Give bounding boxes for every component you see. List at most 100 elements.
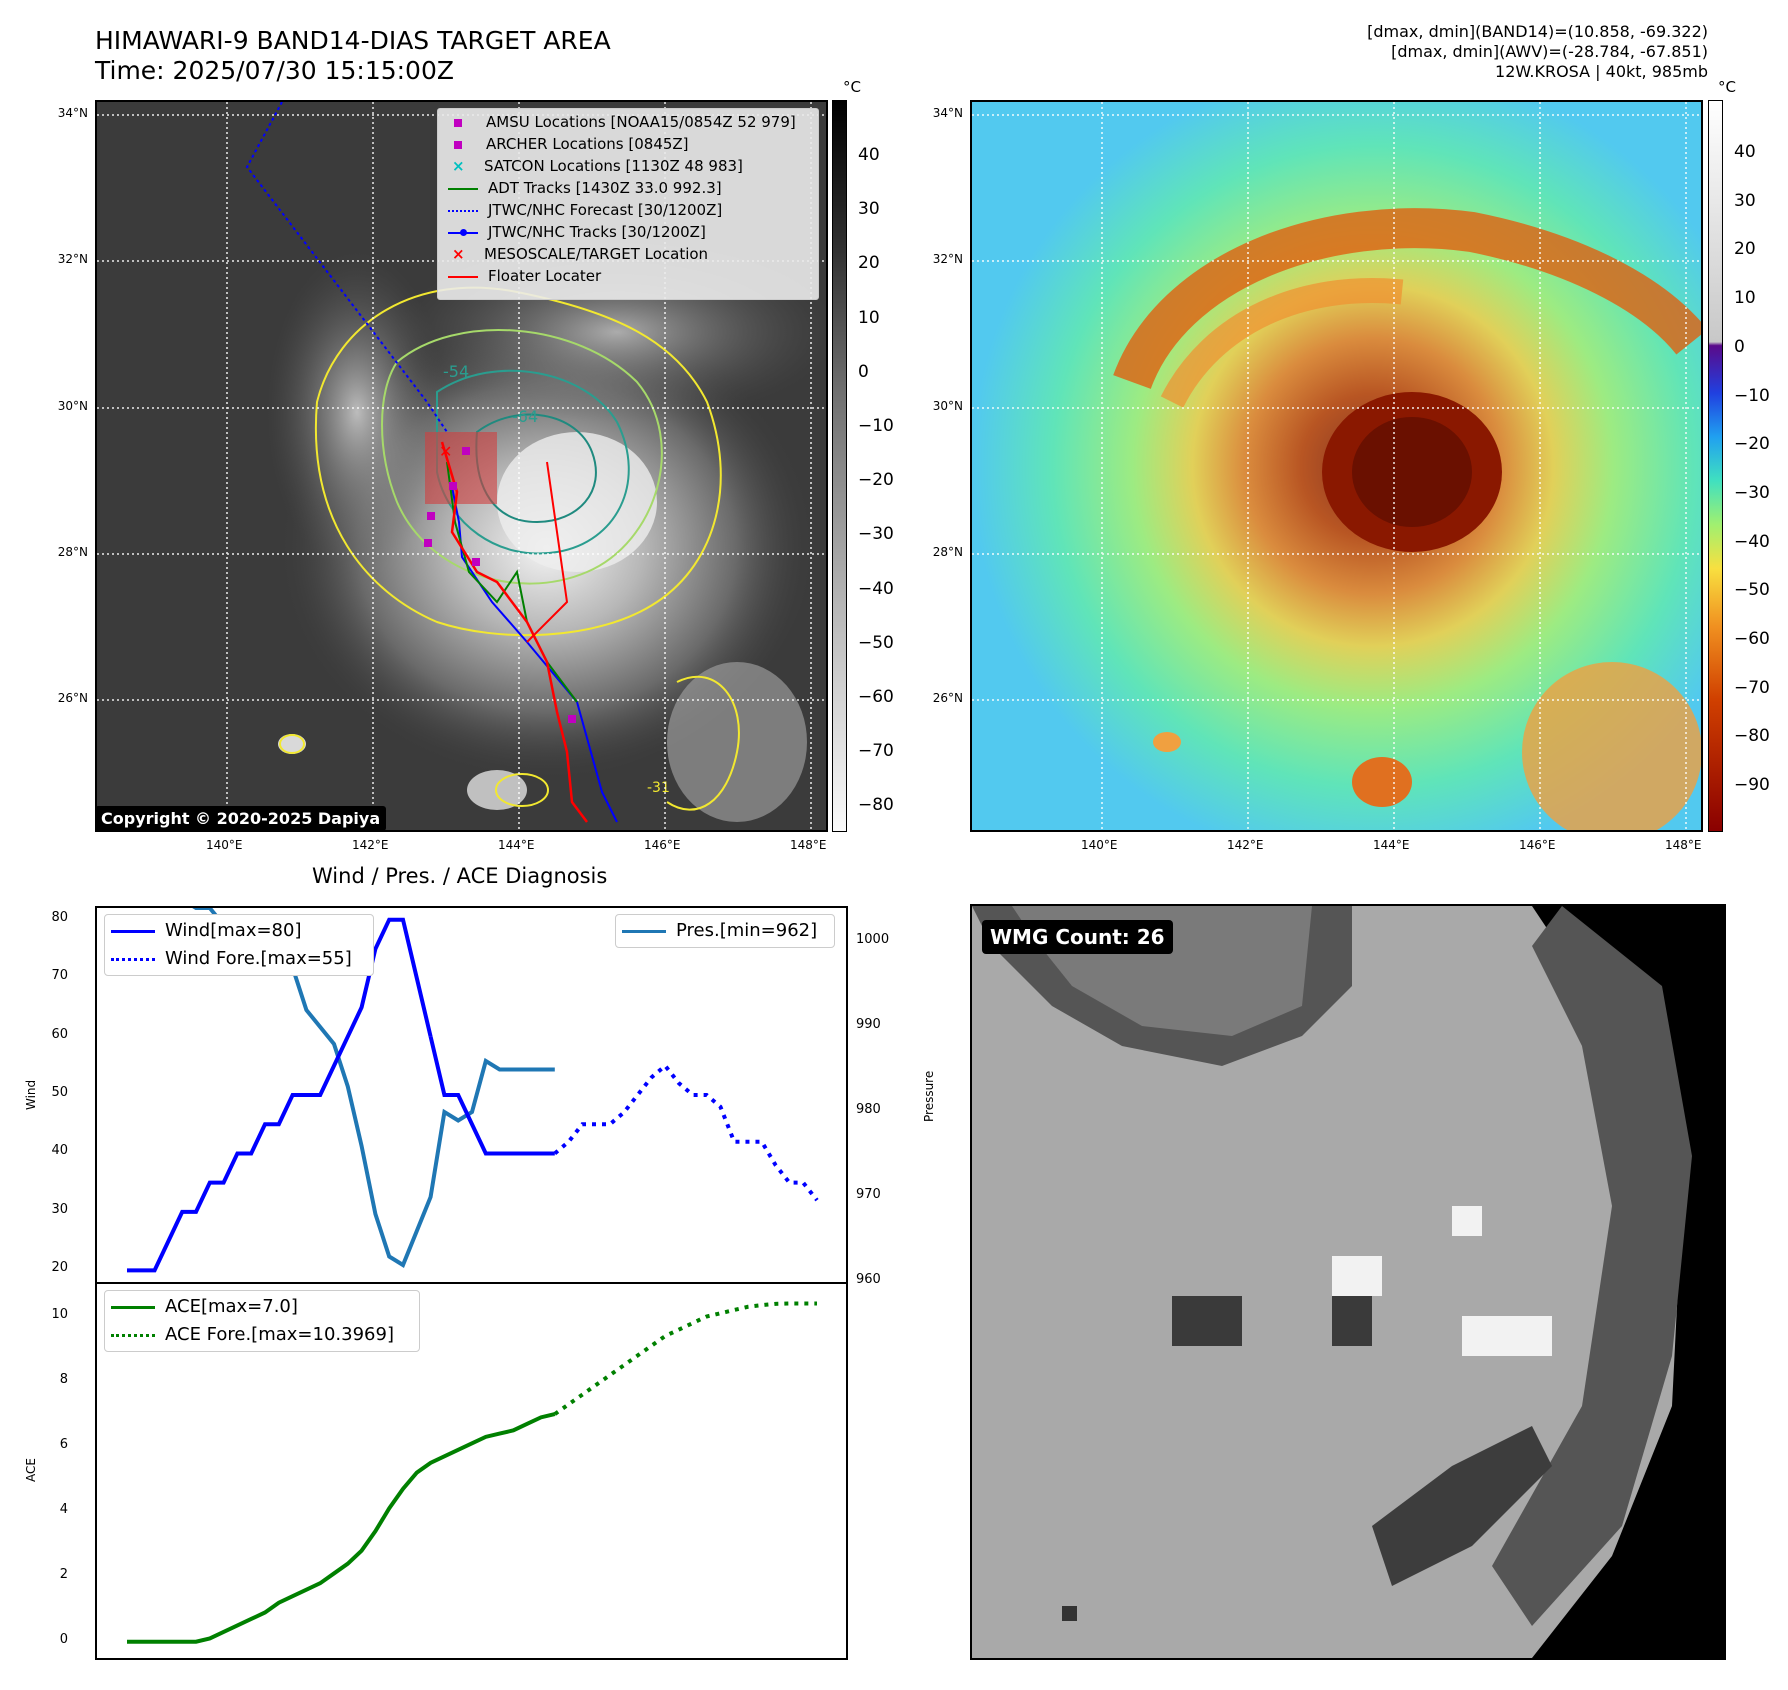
legend-satcon: × SATCON Locations [1130Z 48 983] <box>452 157 743 175</box>
lat-label-34-right: 34°N <box>932 106 963 120</box>
info-line-2: [dmax, dmin](AWV)=(-28.784, -67.851) <box>1391 42 1708 61</box>
legend-ace-fore: ACE Fore.[max=10.3969] <box>165 1324 394 1345</box>
title-line-2: Time: 2025/07/30 15:15:00Z <box>95 56 454 85</box>
legend-wind: Wind[max=80] <box>165 920 302 941</box>
legend-pres: Pres.[min=962] <box>676 920 818 941</box>
color-colorbar-unit: °C <box>1718 78 1736 96</box>
color-colorbar-tick: 40 <box>1734 142 1756 162</box>
lon-label-146: 146°E <box>644 838 681 852</box>
gray-colorbar-tick: −40 <box>858 578 894 599</box>
ace-line-0 <box>127 1412 556 1644</box>
lon-label-146-right: 146°E <box>1519 838 1556 852</box>
wind-axis-tick: 30 <box>51 1201 68 1217</box>
color-colorbar-tick: −40 <box>1734 531 1770 552</box>
lat-label-30-right: 30°N <box>932 399 963 413</box>
wind-axis-tick: 60 <box>51 1026 68 1042</box>
gray-colorbar-tick: −80 <box>858 795 894 816</box>
color-colorbar <box>1708 100 1723 832</box>
ace-line-1 <box>553 1301 817 1416</box>
lon-label-148: 148°E <box>790 838 827 852</box>
title-line-1: HIMAWARI-9 BAND14-DIAS TARGET AREA <box>95 26 611 55</box>
contour-label-2: -64 <box>512 407 538 426</box>
gray-colorbar-tick: 30 <box>858 199 880 220</box>
color-colorbar-tick: −50 <box>1734 580 1770 601</box>
wind-axis-tick: 70 <box>51 968 68 984</box>
gray-colorbar-tick: 0 <box>858 361 869 382</box>
dark-cell-cluster <box>1172 1296 1242 1346</box>
svg-text:✕: ✕ <box>439 442 452 461</box>
pressure-axis-tick: 980 <box>856 1102 881 1117</box>
pressure-axis-tick: 970 <box>856 1187 881 1202</box>
pressure-line <box>192 908 555 1268</box>
pressure-axis-tick: 960 <box>856 1272 881 1287</box>
gray-colorbar-tick: −60 <box>858 687 894 707</box>
legend-archer: ARCHER Locations [0845Z] <box>448 133 689 155</box>
gray-colorbar-tick: 20 <box>858 253 880 274</box>
wind-axis-tick: 20 <box>51 1260 68 1276</box>
lon-label-148-right: 148°E <box>1665 838 1702 852</box>
wind-line-2 <box>553 1062 819 1202</box>
gray-colorbar-tick: −70 <box>858 741 894 762</box>
legend-jtwc: JTWC/NHC Tracks [30/1200Z] <box>448 221 706 243</box>
ace-axis-tick: 2 <box>59 1566 68 1582</box>
wind-axis-tick: 50 <box>51 1085 68 1100</box>
color-colorbar-tick: −20 <box>1734 434 1770 455</box>
gray-colorbar-tick: −20 <box>858 470 894 491</box>
lat-label-34: 34°N <box>57 106 88 120</box>
gray-colorbar <box>832 100 847 832</box>
lon-label-140-right: 140°E <box>1081 838 1118 852</box>
wind-axis-title: Wind <box>24 1079 38 1110</box>
info-line-1: [dmax, dmin](BAND14)=(10.858, -69.322) <box>1367 22 1708 41</box>
lat-label-28-right: 28°N <box>932 545 963 559</box>
ace-panel <box>95 1282 848 1660</box>
wind-line-1 <box>428 1036 555 1156</box>
ace-axis-tick: 10 <box>51 1306 68 1322</box>
ace-chart <box>127 1301 817 1644</box>
wmg-panel <box>970 904 1726 1660</box>
pressure-axis-tick: 1000 <box>856 932 890 947</box>
ace-axis-tick: 4 <box>59 1501 68 1517</box>
gray-colorbar-tick: 40 <box>858 145 880 165</box>
wind-legend: Wind[max=80] Wind Fore.[max=55] <box>104 914 374 976</box>
jtwc-track <box>451 486 618 823</box>
legend-ace: ACE[max=7.0] <box>165 1296 298 1317</box>
legend-adt: ADT Tracks [1430Z 33.0 992.3] <box>448 177 722 199</box>
legend-amsu: AMSU Locations [NOAA15/0854Z 52 979] <box>448 111 796 133</box>
lon-label-144-right: 144°E <box>1373 838 1410 852</box>
lat-label-26-right: 26°N <box>932 691 963 705</box>
copyright-badge: Copyright © 2020-2025 Dapiya <box>95 806 387 831</box>
info-block: [dmax, dmin](BAND14)=(10.858, -69.322) [… <box>1367 22 1708 82</box>
color-colorbar-tick: −80 <box>1734 726 1770 747</box>
color-colorbar-tick: 20 <box>1734 239 1756 260</box>
color-colorbar-tick: 10 <box>1734 288 1756 309</box>
contour-label-1: -54 <box>443 362 469 381</box>
color-colorbar-tick: −60 <box>1734 629 1770 649</box>
lon-label-142-right: 142°E <box>1227 838 1264 852</box>
wind-line-0 <box>127 917 433 1273</box>
wind-axis-tick: 80 <box>51 909 68 925</box>
gray-colorbar-unit: °C <box>843 78 861 96</box>
lon-label-142: 142°E <box>352 838 389 852</box>
color-colorbar-tick: −70 <box>1734 677 1770 698</box>
ace-legend: ACE[max=7.0] ACE Fore.[max=10.3969] <box>104 1290 420 1352</box>
diagnosis-title: Wind / Pres. / ACE Diagnosis <box>312 864 608 888</box>
info-line-3: 12W.KROSA | 40kt, 985mb <box>1495 62 1708 81</box>
pressure-axis-title: Pressure <box>922 1070 936 1122</box>
map-legend: AMSU Locations [NOAA15/0854Z 52 979] ARC… <box>437 108 819 300</box>
ace-axis-tick: 6 <box>59 1436 68 1452</box>
wmg-canvas <box>972 906 1724 1658</box>
gray-colorbar-tick: −30 <box>858 524 894 545</box>
gray-colorbar-tick: −10 <box>858 416 894 436</box>
lon-label-140: 140°E <box>206 838 243 852</box>
gray-colorbar-tick: 10 <box>858 307 880 328</box>
legend-wind-fore: Wind Fore.[max=55] <box>165 948 352 969</box>
enhanced-map-panel <box>970 100 1703 832</box>
lat-label-26: 26°N <box>57 691 88 705</box>
wind-axis-tick: 40 <box>51 1143 68 1159</box>
target-area-box <box>425 432 497 504</box>
wind-pres-chart <box>127 908 819 1273</box>
lat-label-28: 28°N <box>57 545 88 559</box>
color-colorbar-tick: 0 <box>1734 336 1745 357</box>
floater-track <box>440 441 588 823</box>
main-title: HIMAWARI-9 BAND14-DIAS TARGET AREA Time:… <box>95 26 611 86</box>
